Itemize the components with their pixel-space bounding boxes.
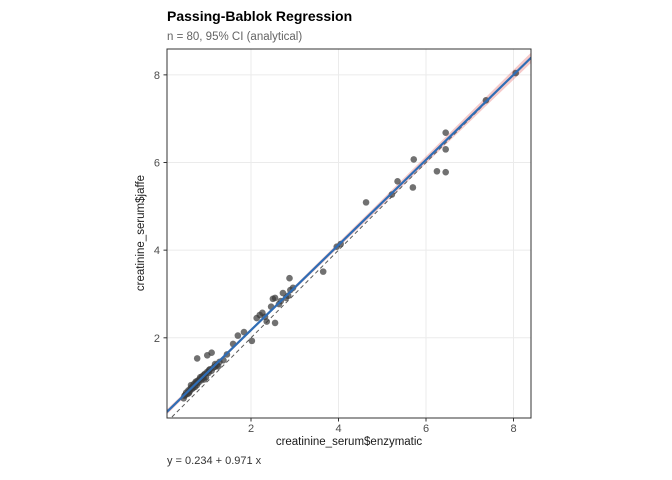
regression-line [167,56,531,413]
data-point [410,156,418,163]
x-axis-tick-label: 2 [248,423,254,435]
data-point [263,318,271,325]
y-axis-tick-label: 2 [154,333,160,345]
data-point [394,178,401,185]
plot-title: Passing-Bablok Regression [167,8,353,24]
panel-content [167,49,531,418]
data-point [234,332,242,339]
data-point [240,328,248,336]
data-point [271,319,279,327]
x-axis-title: creatinine_serum$enzymatic [275,436,423,448]
data-point [286,274,293,282]
x-axis-tick-label: 8 [510,423,516,435]
panel-border [166,48,532,419]
data-point [279,289,287,297]
regression-equation-caption: y = 0.234 + 0.971 x [167,455,262,467]
data-point [319,268,327,275]
x-axis-tick-label: 4 [335,423,341,435]
data-point [442,129,449,137]
y-axis-tick-label: 6 [154,158,160,170]
y-axis-tick-label: 4 [154,245,160,257]
data-point [442,146,449,153]
data-point [248,337,256,345]
data-point [362,199,370,206]
data-point [193,355,201,362]
data-point [409,184,417,191]
data-point [442,168,449,176]
data-point [433,167,441,175]
y-axis-title: creatinine_serum$jaffe [135,174,147,292]
plot-subtitle: n = 80, 95% CI (analytical) [167,31,303,43]
x-axis-tick-label: 6 [423,423,429,435]
data-point [271,294,279,302]
y-axis-tick-label: 8 [154,70,160,82]
data-point [208,349,215,357]
